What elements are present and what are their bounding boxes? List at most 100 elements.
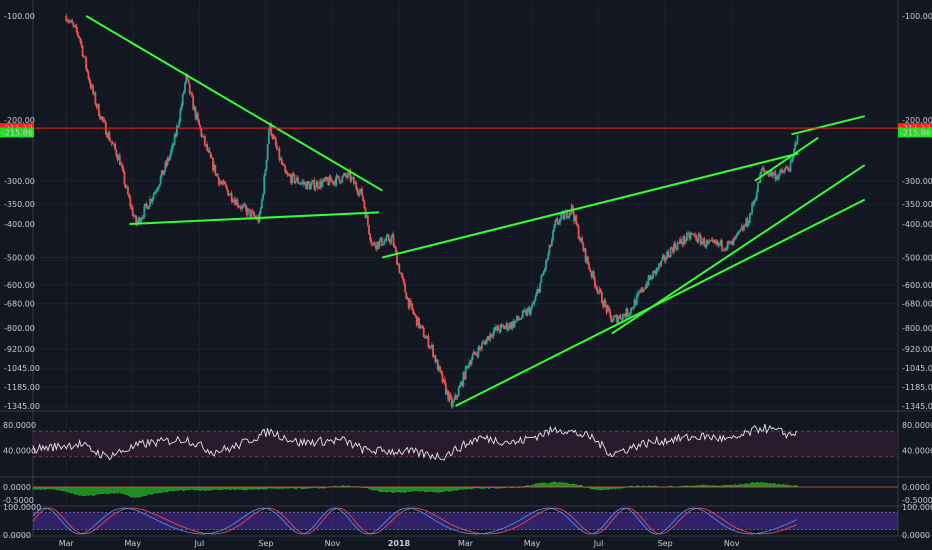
candle-body[interactable] [536,288,539,292]
candle-body[interactable] [152,194,155,199]
candle-body[interactable] [468,362,471,368]
candle-body[interactable] [701,241,703,245]
candle-body[interactable] [286,173,289,175]
candle-body[interactable] [780,169,783,171]
candle-body[interactable] [597,291,600,293]
candle-body[interactable] [757,182,759,193]
candle-body[interactable] [327,180,330,186]
candle-body[interactable] [99,116,101,120]
candle-body[interactable] [706,240,709,243]
candle-body[interactable] [484,342,487,345]
candle-body[interactable] [129,197,132,207]
candle-body[interactable] [171,144,174,151]
candle-body[interactable] [604,300,607,306]
candle-body[interactable] [478,347,481,349]
candle-body[interactable] [118,155,121,166]
candle-body[interactable] [440,370,443,374]
candle-body[interactable] [181,93,184,106]
candle-body[interactable] [460,381,462,386]
candle-body[interactable] [580,237,582,241]
candle-body[interactable] [95,104,98,107]
candle-body[interactable] [768,174,771,177]
candle-body[interactable] [120,164,122,166]
candle-body[interactable] [641,287,644,292]
candle-body[interactable] [692,233,695,235]
candle-body[interactable] [219,182,221,185]
candle-body[interactable] [202,135,205,137]
candle-body[interactable] [619,315,622,319]
candle-body[interactable] [754,199,757,201]
candle-body[interactable] [543,269,546,272]
candle-body[interactable] [114,143,117,150]
candle-body[interactable] [550,239,553,247]
candle-body[interactable] [182,91,185,94]
candle-body[interactable] [231,201,234,203]
candle-body[interactable] [559,218,561,224]
candle-body[interactable] [88,78,91,83]
candle-body[interactable] [648,275,651,280]
candle-body[interactable] [179,109,182,122]
candle-body[interactable] [532,303,535,305]
candle-body[interactable] [306,181,309,190]
candle-body[interactable] [281,163,284,165]
candle-body[interactable] [477,347,480,357]
candle-body[interactable] [713,241,716,244]
candle-body[interactable] [117,155,120,161]
candle-body[interactable] [113,143,115,145]
candle-body[interactable] [661,256,664,261]
candle-body[interactable] [193,107,196,111]
candle-body[interactable] [715,240,717,244]
candle-body[interactable] [411,303,414,310]
candle-body[interactable] [652,271,655,279]
candle-body[interactable] [385,235,388,241]
candle-body[interactable] [436,359,439,371]
candle-body[interactable] [569,212,572,214]
candle-body[interactable] [535,291,538,297]
candle-body[interactable] [784,167,787,170]
candle-body[interactable] [555,219,558,221]
candle-body[interactable] [355,182,358,189]
candle-body[interactable] [233,199,235,202]
candle-body[interactable] [712,240,715,242]
candle-body[interactable] [432,345,434,357]
candle-body[interactable] [415,315,418,326]
candle-body[interactable] [516,316,518,321]
candle-body[interactable] [666,251,669,259]
candle-body[interactable] [242,205,245,207]
candle-body[interactable] [734,235,737,239]
candle-body[interactable] [347,172,349,178]
candle-body[interactable] [301,181,304,183]
candle-body[interactable] [788,169,791,172]
candle-body[interactable] [251,211,254,213]
candle-body[interactable] [276,145,278,150]
candle-body[interactable] [578,238,581,241]
candle-body[interactable] [294,180,297,183]
candle-body[interactable] [633,299,636,308]
candle-body[interactable] [302,181,305,184]
candle-body[interactable] [383,240,386,245]
candle-body[interactable] [727,241,730,243]
candle-body[interactable] [319,180,322,188]
candle-body[interactable] [658,263,660,270]
candle-body[interactable] [649,276,652,280]
candle-body[interactable] [708,241,710,243]
candle-body[interactable] [315,182,318,187]
candle-body[interactable] [625,308,628,318]
candle-body[interactable] [455,394,458,398]
candle-body[interactable] [755,192,758,200]
candle-body[interactable] [605,305,608,313]
candle-body[interactable] [510,323,512,329]
trendline[interactable] [455,198,866,407]
candle-body[interactable] [429,346,432,348]
candle-body[interactable] [110,141,113,144]
candle-body[interactable] [212,158,214,171]
candle-body[interactable] [528,307,531,315]
candle-body[interactable] [628,313,631,316]
candle-body[interactable] [632,307,635,309]
candle-body[interactable] [767,172,770,177]
candle-body[interactable] [337,175,340,180]
candle-body[interactable] [599,289,602,293]
candle-body[interactable] [610,315,613,322]
candle-body[interactable] [722,249,724,251]
candle-body[interactable] [370,240,373,244]
